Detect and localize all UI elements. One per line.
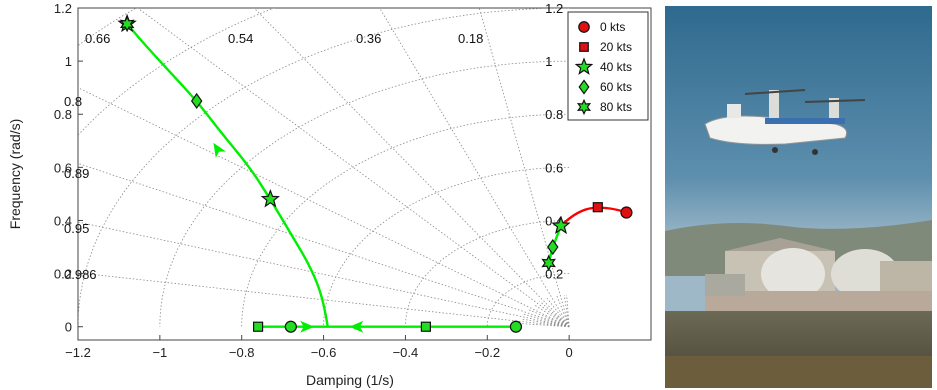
marker-20-kts — [420, 321, 431, 332]
natural-frequency-label: 0.2 — [545, 267, 563, 282]
damping-ratio-label: 0.54 — [228, 31, 253, 46]
zeta-ray-fine — [521, 318, 570, 328]
zeta-ray — [78, 87, 570, 328]
marker-20-kts — [252, 321, 264, 332]
tiltrotor-aircraft-photo — [665, 6, 932, 388]
locus-arrow — [300, 320, 315, 333]
natural-frequency-labels: 1.210.80.60.40.2 — [545, 1, 563, 282]
legend-marker — [574, 57, 594, 75]
legend-marker — [578, 21, 590, 33]
legend-marker — [579, 42, 589, 52]
wn-arc — [486, 273, 570, 327]
marker-0-kts — [509, 320, 523, 333]
natural-frequency-label: 1 — [545, 54, 552, 69]
y-tick-label: 0.6 — [54, 160, 72, 175]
legend-marker — [576, 98, 592, 116]
x-tick-label: 0 — [566, 345, 573, 360]
marker-20-kts — [592, 202, 603, 213]
zeta-ray — [379, 8, 570, 327]
zeta-ray-fine — [546, 298, 570, 327]
hangar-roof-left — [725, 238, 835, 251]
dome-hangar-1 — [761, 248, 825, 300]
x-tick-label: −0.6 — [311, 345, 337, 360]
legend-marker — [578, 79, 590, 95]
marker-80-kts — [119, 15, 135, 33]
legend-label: 40 kts — [600, 60, 632, 74]
y-tick-label: 0 — [65, 320, 72, 335]
natural-frequency-label: 0.8 — [545, 107, 563, 122]
natural-frequency-label: 1.2 — [545, 1, 563, 16]
y-axis-title: Frequency (rad/s) — [7, 119, 23, 229]
x-tick-label: −0.2 — [474, 345, 500, 360]
data-markers — [117, 13, 633, 333]
splane-grid — [78, 8, 570, 328]
aircraft — [704, 89, 866, 155]
legend-label: 20 kts — [600, 40, 632, 54]
marker-40-kts — [551, 215, 571, 235]
locus-arrow — [349, 320, 364, 333]
legend-label: 60 kts — [600, 80, 632, 94]
damping-ratio-label: 0.986 — [64, 267, 97, 282]
locus-arrow — [213, 142, 226, 158]
x-tick-label: −1.2 — [65, 345, 91, 360]
x-tick-labels: −1.2 −1 −0.8 −0.6 −0.4 −0.2 0 — [65, 335, 573, 360]
zeta-ray-fine — [523, 313, 570, 328]
y-tick-label: 0.2 — [54, 267, 72, 282]
y-tick-label: 0.4 — [54, 213, 72, 228]
x-tick-label: −1 — [152, 345, 167, 360]
wn-arc — [405, 220, 570, 327]
damping-ratio-labels: 0.66 0.54 0.36 0.18 0.8 0.89 0.95 0.986 — [64, 31, 483, 282]
marker-40-kts — [260, 189, 281, 208]
marker-80-kts — [541, 254, 556, 272]
y-tick-labels: 0 0.2 0.4 0.6 0.8 1 1.2 — [54, 1, 83, 335]
marker-0-kts — [284, 320, 297, 333]
damping-ratio-label: 0.95 — [64, 221, 89, 236]
wn-arc — [323, 167, 570, 327]
y-tick-label: 1 — [65, 54, 72, 69]
tanks — [705, 274, 745, 296]
legend-label: 80 kts — [600, 100, 632, 114]
plot-area — [77, 7, 652, 341]
hangar-right — [880, 261, 932, 296]
y-tick-label: 1.2 — [54, 1, 72, 16]
wn-arc — [241, 113, 570, 327]
damping-ratio-label: 0.36 — [356, 31, 381, 46]
legend-label: 0 kts — [600, 20, 625, 34]
damping-ratio-label: 0.18 — [458, 31, 483, 46]
natural-frequency-label: 0.6 — [545, 160, 563, 175]
damping-ratio-label: 0.8 — [64, 94, 82, 109]
zeta-ray-fine — [539, 300, 570, 328]
damping-ratio-label: 0.66 — [85, 31, 110, 46]
zeta-ray-fine — [520, 323, 570, 328]
marker-60-kts — [190, 92, 203, 109]
wn-arc — [159, 60, 570, 327]
x-tick-label: −0.4 — [393, 345, 419, 360]
y-tick-label: 0.8 — [54, 107, 72, 122]
marker-0-kts — [620, 206, 633, 219]
x-tick-label: −0.8 — [229, 345, 255, 360]
locus-curve — [126, 23, 329, 327]
damping-ratio-label: 0.89 — [64, 166, 89, 181]
marker-60-kts — [547, 239, 559, 256]
x-axis-title: Damping (1/s) — [306, 372, 394, 388]
legend: 0 kts 20 kts 40 kts 60 kts 80 kts — [567, 11, 649, 121]
root-loci — [126, 23, 627, 333]
zeta-ray-fine — [527, 309, 570, 328]
wn-arc — [78, 8, 570, 327]
grass — [665, 356, 932, 388]
